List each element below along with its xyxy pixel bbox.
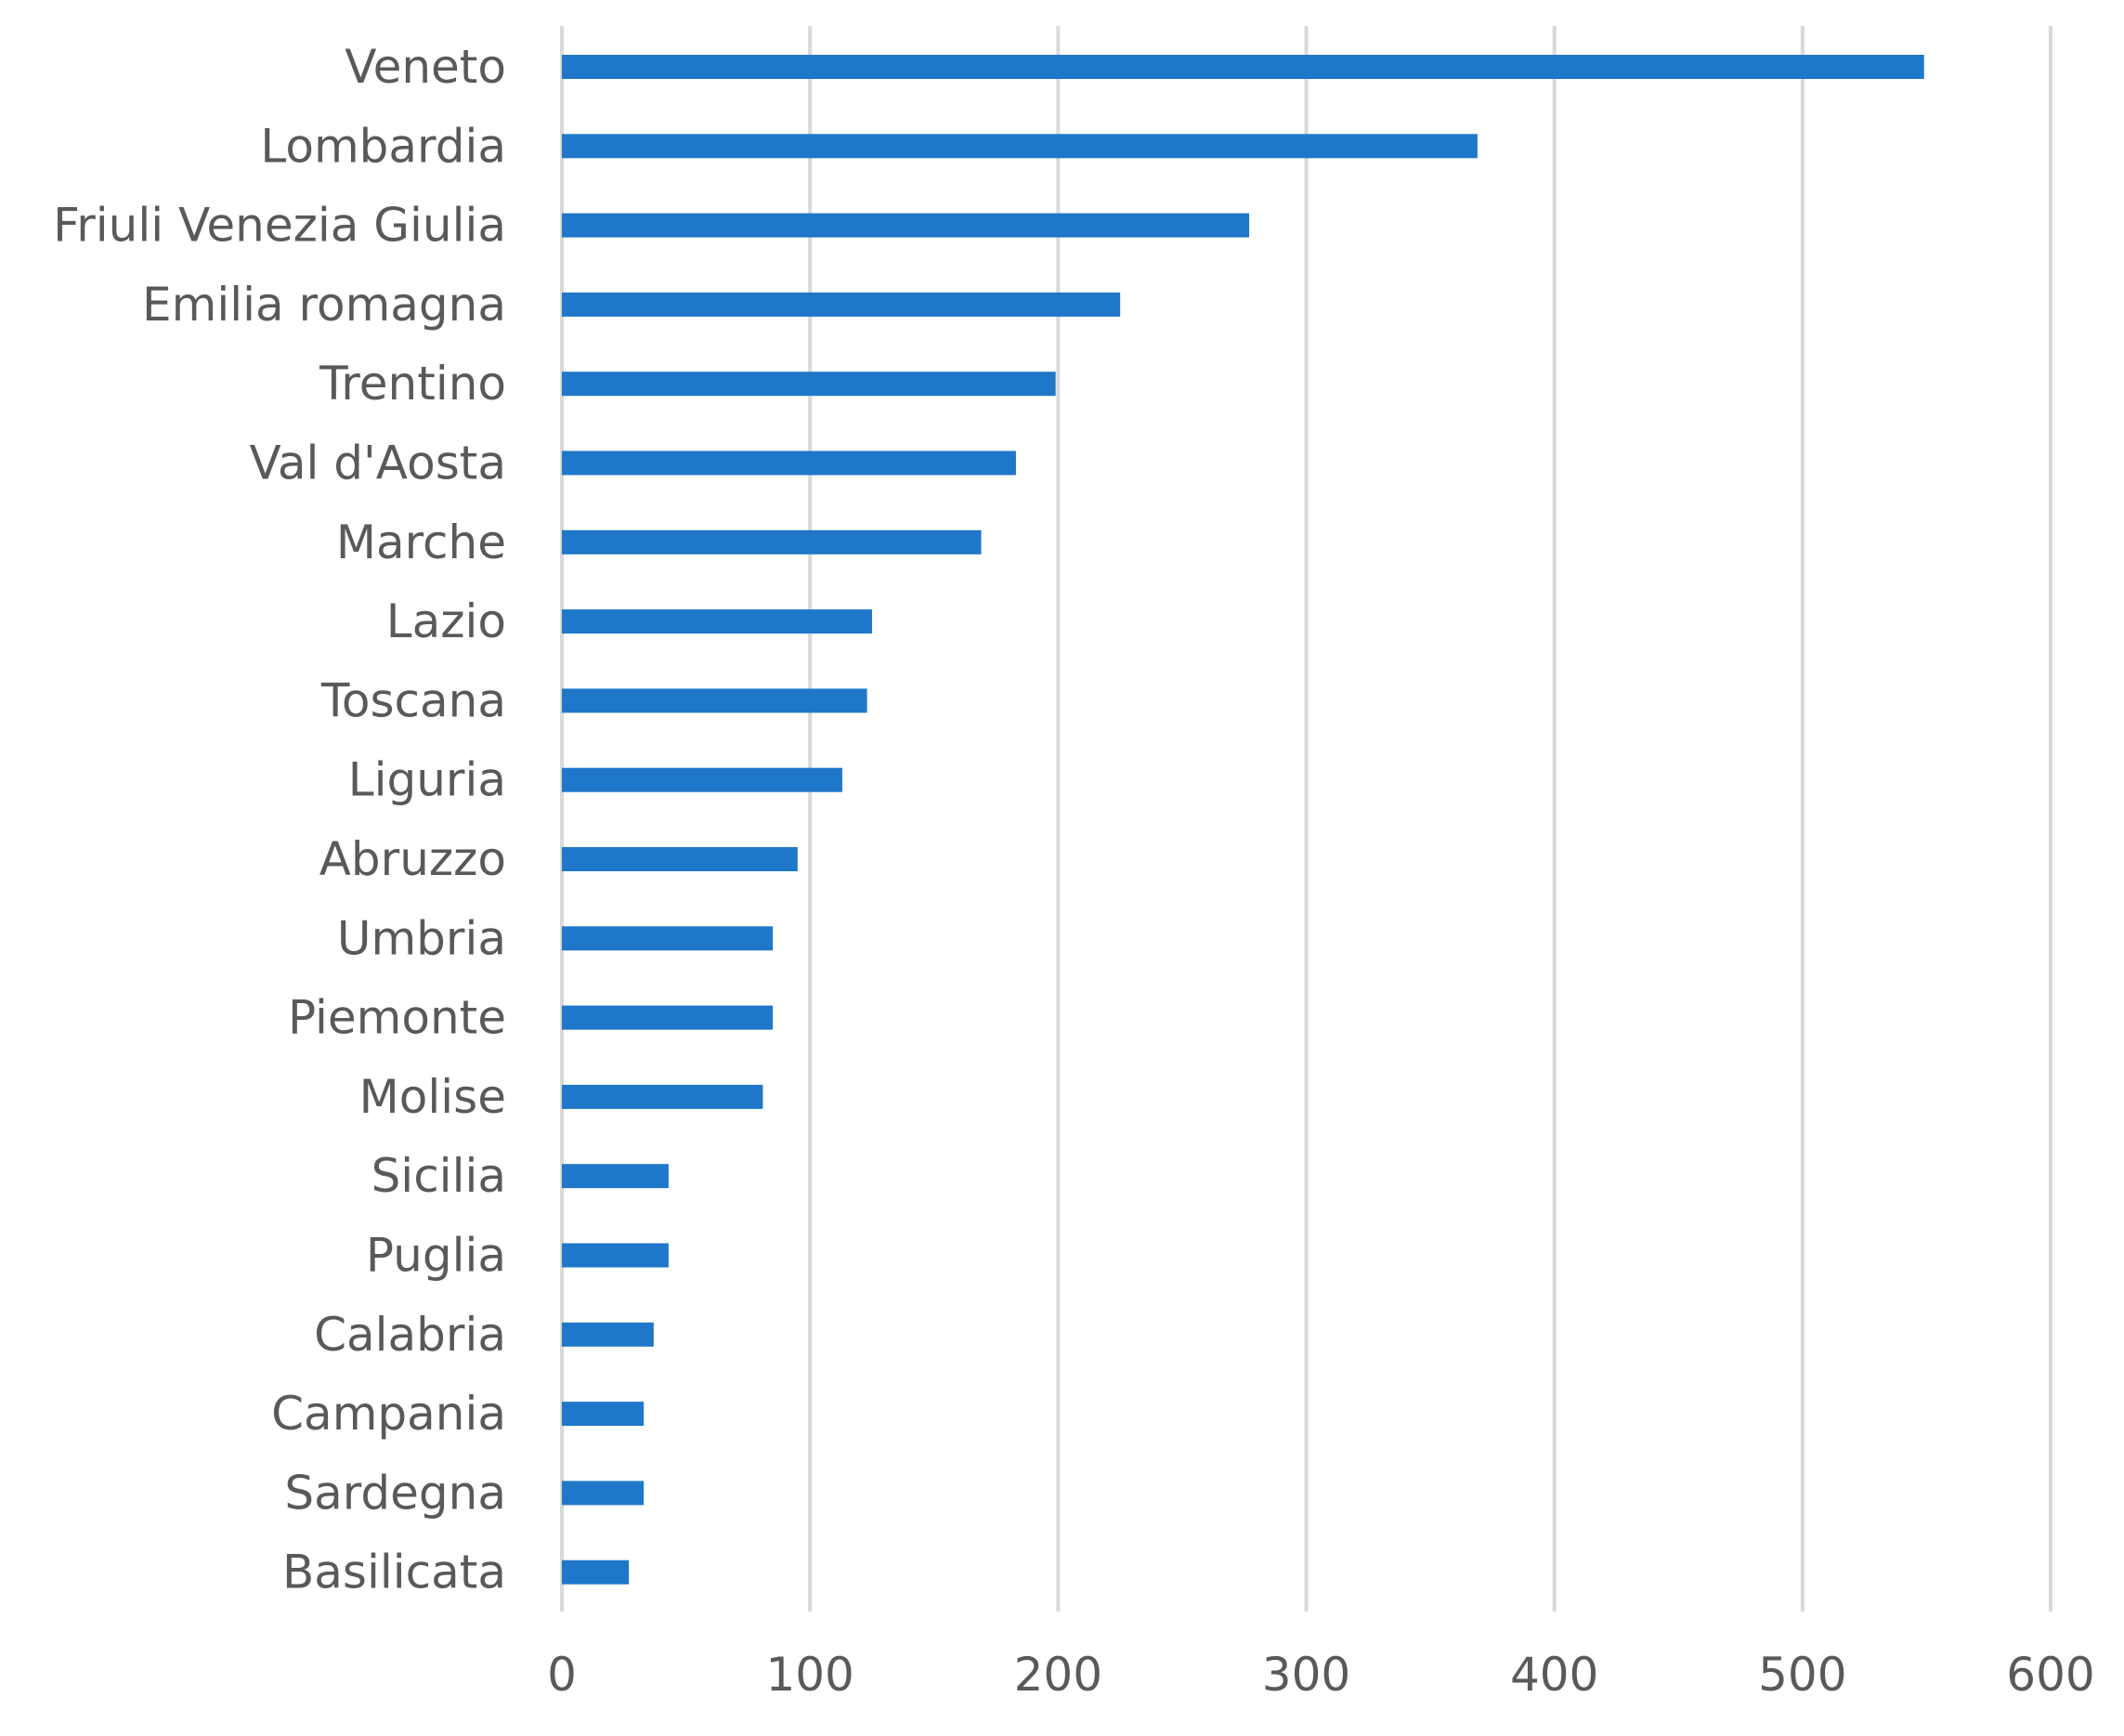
bar [562,1560,630,1585]
bar [562,688,867,713]
category-label: Molise [359,1070,506,1124]
x-tick-label: 300 [1262,1648,1350,1702]
category-label: Piemonte [288,991,506,1045]
x-tick-labels: 0 100 200 300 400 500 600 [547,1648,2095,1702]
bar [562,1402,645,1427]
x-tick-label: 0 [547,1648,577,1702]
x-tick-label: 200 [1014,1648,1102,1702]
category-label: Val d'Aosta [250,437,506,490]
category-label: Abruzzo [319,832,506,886]
bar [562,847,798,871]
bar [562,926,774,951]
bar [562,1243,669,1268]
bar [562,529,982,555]
category-label: Veneto [345,40,506,94]
category-labels: Veneto Lombardia Friuli Venezia Giulia Emil… [53,40,506,1599]
category-label: Campania [271,1387,506,1441]
bar [562,134,1478,159]
category-label: Calabria [314,1308,506,1362]
category-label: Lazio [386,594,506,648]
bar [562,292,1121,317]
bar [562,450,1016,476]
category-label: Umbria [337,911,506,965]
category-label: Lombardia [260,119,506,173]
x-tick-label: 400 [1510,1648,1598,1702]
x-tick-label: 100 [765,1648,854,1702]
bar [562,1481,645,1506]
x-tick-label: 600 [2006,1648,2094,1702]
gridlines [560,26,2052,1612]
bar [562,372,1056,397]
category-label: Friuli Venezia Giulia [53,199,506,253]
category-label: Puglia [366,1229,506,1283]
bar [562,1322,654,1347]
bar [562,1084,763,1109]
category-label: Toscana [320,673,506,727]
category-label: Sardegna [284,1466,506,1520]
x-tick-label: 500 [1758,1648,1846,1702]
category-label: Emilia romagna [142,278,506,332]
category-label: Marche [336,516,506,569]
category-label: Sicilia [371,1149,506,1203]
bar [562,55,1924,79]
bar [562,1005,774,1030]
bar [562,609,872,634]
bar [562,213,1250,238]
category-label: Basilicata [282,1546,506,1599]
bars [562,55,1924,1585]
category-label: Liguria [348,753,506,807]
bar [562,1164,669,1189]
category-label: Trentino [319,357,506,411]
bar [562,767,842,792]
